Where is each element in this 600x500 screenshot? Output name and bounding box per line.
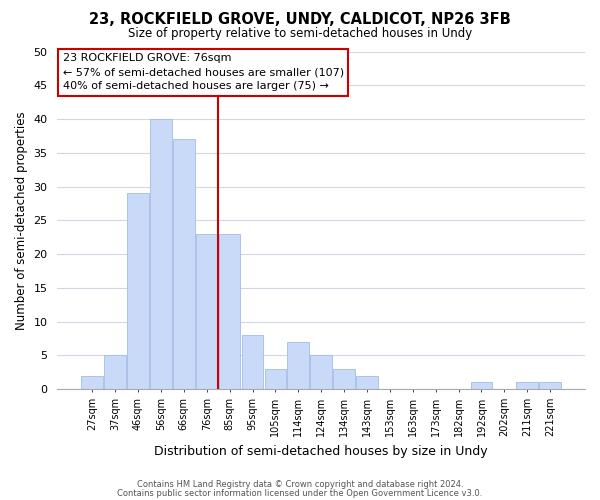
Bar — [196, 234, 218, 389]
Bar — [242, 335, 263, 389]
Text: 23 ROCKFIELD GROVE: 76sqm
← 57% of semi-detached houses are smaller (107)
40% of: 23 ROCKFIELD GROVE: 76sqm ← 57% of semi-… — [62, 53, 344, 91]
Text: 23, ROCKFIELD GROVE, UNDY, CALDICOT, NP26 3FB: 23, ROCKFIELD GROVE, UNDY, CALDICOT, NP2… — [89, 12, 511, 28]
Bar — [82, 376, 103, 389]
Bar — [219, 234, 241, 389]
Bar — [104, 356, 126, 389]
Bar — [539, 382, 561, 389]
Bar — [356, 376, 378, 389]
Bar — [333, 369, 355, 389]
Text: Contains public sector information licensed under the Open Government Licence v3: Contains public sector information licen… — [118, 488, 482, 498]
Bar — [470, 382, 493, 389]
X-axis label: Distribution of semi-detached houses by size in Undy: Distribution of semi-detached houses by … — [154, 444, 488, 458]
Bar — [310, 356, 332, 389]
Y-axis label: Number of semi-detached properties: Number of semi-detached properties — [15, 111, 28, 330]
Bar — [265, 369, 286, 389]
Text: Contains HM Land Registry data © Crown copyright and database right 2024.: Contains HM Land Registry data © Crown c… — [137, 480, 463, 489]
Bar — [287, 342, 309, 389]
Bar — [150, 119, 172, 389]
Bar — [127, 194, 149, 389]
Bar — [517, 382, 538, 389]
Bar — [173, 140, 195, 389]
Text: Size of property relative to semi-detached houses in Undy: Size of property relative to semi-detach… — [128, 28, 472, 40]
